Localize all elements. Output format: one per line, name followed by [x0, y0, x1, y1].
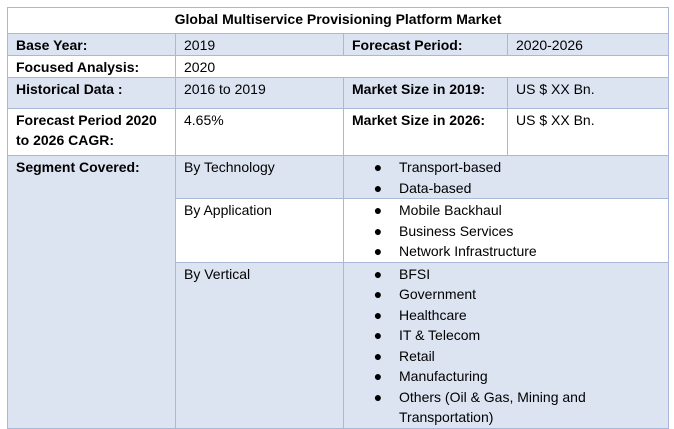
base-year-value: 2019 — [175, 33, 344, 56]
market-summary-table: Global Multiservice Provisioning Platfor… — [7, 7, 669, 429]
list-item: ● Others (Oil & Gas, Mining and Transport… — [352, 387, 660, 428]
list-item-text: BFSI — [399, 265, 431, 282]
list-item: ● Data-based — [352, 178, 660, 199]
market-size-2026-value: US $ XX Bn. — [507, 108, 669, 156]
segment-covered-label: Segment Covered: — [7, 155, 176, 429]
bullet-icon: ● — [373, 306, 383, 323]
bullet-list: ● Transport-based ● Data-based — [352, 157, 660, 198]
segment-group-items: ● Transport-based ● Data-based — [343, 155, 669, 199]
bullet-icon: ● — [373, 202, 383, 218]
list-item: ● Government — [352, 284, 660, 305]
bullet-icon: ● — [373, 388, 383, 405]
list-item-text: Healthcare — [399, 306, 467, 323]
forecast-period-label: Forecast Period: — [343, 33, 508, 56]
list-item-text: Data-based — [399, 179, 472, 196]
list-item-text: Retail — [399, 347, 435, 364]
list-item-text: Government — [399, 286, 477, 302]
bullet-icon: ● — [373, 265, 383, 282]
bullet-icon: ● — [373, 222, 383, 239]
list-item-text: Business Services — [399, 222, 514, 239]
cagr-label: Forecast Period 2020 to 2026 CAGR: — [7, 108, 176, 156]
market-size-2026-label: Market Size in 2026: — [343, 108, 508, 156]
historical-data-label: Historical Data : — [7, 77, 176, 109]
list-item-text: Others (Oil & Gas, Mining and Transporta… — [399, 388, 586, 426]
historical-data-value: 2016 to 2019 — [175, 77, 344, 109]
focused-analysis-value: 2020 — [175, 55, 669, 78]
list-item: ● BFSI — [352, 264, 660, 285]
cagr-value: 4.65% — [175, 108, 344, 156]
segment-group-items: ● BFSI ● Government ● Healthcare ● IT & Tele… — [343, 261, 669, 429]
segment-group-name: By Vertical — [175, 261, 344, 429]
list-item: ● IT & Telecom — [352, 325, 660, 346]
list-item-text: Manufacturing — [399, 368, 488, 384]
bullet-list: ● BFSI ● Government ● Healthcare ● IT & Tele… — [352, 264, 660, 428]
list-item: ● Mobile Backhaul — [352, 200, 660, 221]
list-item: ● Business Services — [352, 221, 660, 242]
segment-group-name: By Application — [175, 198, 344, 263]
market-size-2019-label: Market Size in 2019: — [343, 77, 508, 109]
bullet-icon: ● — [373, 368, 383, 384]
bullet-list: ● Mobile Backhaul ● Business Services ● Net… — [352, 200, 660, 262]
cagr-label-text: Forecast Period 2020 to 2026 CAGR: — [16, 112, 157, 148]
list-item: ● Network Infrastructure — [352, 241, 660, 262]
bullet-icon: ● — [373, 347, 383, 364]
bullet-icon: ● — [373, 179, 383, 196]
table-title: Global Multiservice Provisioning Platfor… — [7, 7, 669, 34]
list-item: ● Healthcare — [352, 305, 660, 326]
list-item-text: Mobile Backhaul — [399, 202, 502, 218]
segment-group-items: ● Mobile Backhaul ● Business Services ● Net… — [343, 198, 669, 263]
base-year-label: Base Year: — [7, 33, 176, 56]
list-item: ● Transport-based — [352, 157, 660, 178]
list-item-text: Transport-based — [399, 159, 502, 175]
list-item: ● Retail — [352, 346, 660, 367]
bullet-icon: ● — [373, 243, 383, 259]
bullet-icon: ● — [373, 286, 383, 302]
bullet-icon: ● — [373, 159, 383, 175]
list-item: ● Manufacturing — [352, 366, 660, 387]
market-size-2019-value: US $ XX Bn. — [507, 77, 669, 109]
segment-group-name: By Technology — [175, 155, 344, 199]
focused-analysis-label: Focused Analysis: — [7, 55, 176, 78]
list-item-text: IT & Telecom — [399, 327, 481, 343]
forecast-period-value: 2020-2026 — [507, 33, 669, 56]
list-item-text: Network Infrastructure — [399, 243, 537, 259]
bullet-icon: ● — [373, 327, 383, 343]
